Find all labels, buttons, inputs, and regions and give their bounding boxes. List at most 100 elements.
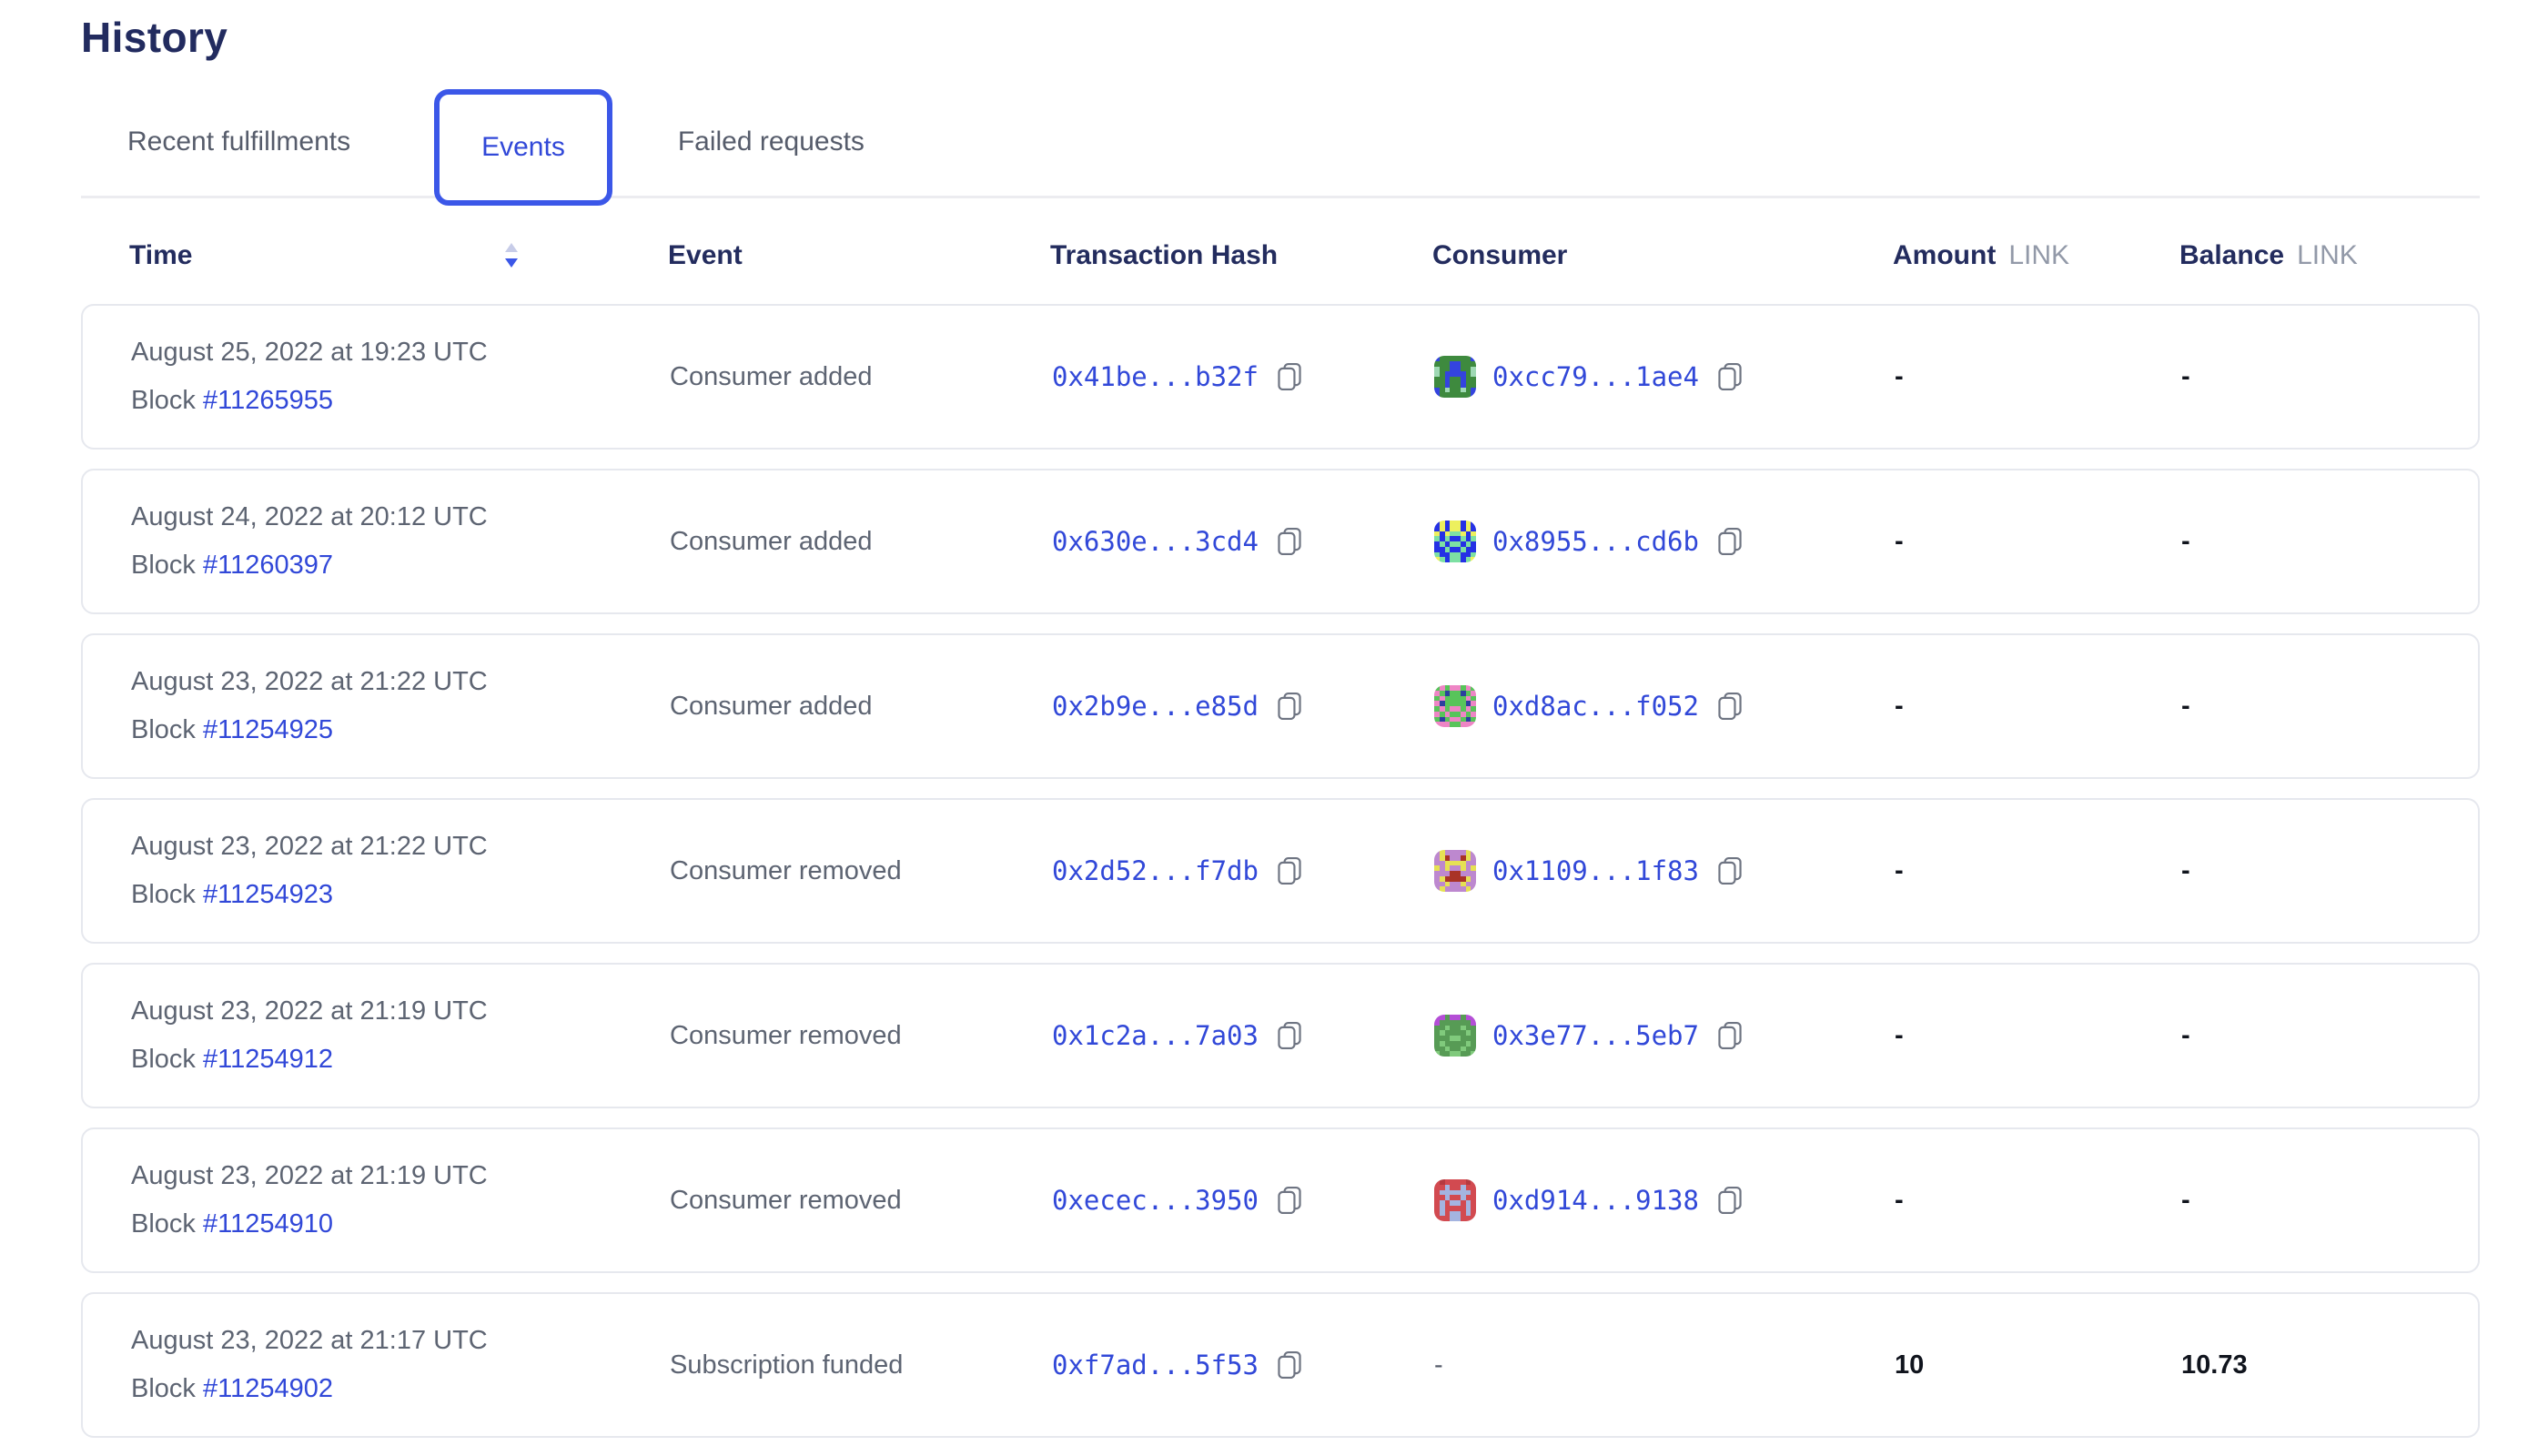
consumer-cell: 0x8955...cd6b [1434,521,1895,562]
consumer-cell: 0x3e77...5eb7 [1434,1015,1895,1057]
transaction-hash-link[interactable]: 0x630e...3cd4 [1052,526,1259,557]
tab-recent-fulfillments[interactable]: Recent fulfillments [127,126,351,157]
block-line: Block #11260397 [131,551,670,581]
table-row: August 23, 2022 at 21:17 UTC Block #1125… [81,1292,2480,1438]
event-type: Consumer added [670,526,873,556]
block-label: Block [131,1045,196,1074]
copy-consumer-address-button[interactable] [1715,691,1744,722]
copy-icon [1278,1186,1301,1215]
block-label: Block [131,880,196,909]
copy-consumer-address-button[interactable] [1715,526,1744,557]
copy-transaction-hash-button[interactable] [1275,1350,1304,1380]
event-timestamp: August 23, 2022 at 21:22 UTC [131,832,488,861]
block-number-link[interactable]: #11254912 [202,1045,333,1074]
copy-icon [1718,527,1742,556]
consumer-address-link[interactable]: 0xcc79...1ae4 [1492,361,1699,392]
block-line: Block #11254925 [131,715,670,745]
copy-icon [1718,362,1742,391]
balance-value: - [2181,855,2190,885]
event-type: Consumer added [670,691,873,721]
copy-icon [1278,1350,1301,1380]
col-time-header[interactable]: Time [129,240,668,271]
transaction-hash-cell: 0x41be...b32f [1052,361,1434,392]
consumer-address-link[interactable]: 0x3e77...5eb7 [1492,1020,1699,1051]
consumer-address-link[interactable]: 0xd914...9138 [1492,1185,1699,1216]
consumer-cell: 0xd914...9138 [1434,1179,1895,1221]
col-balance-header: Balance LINK [2179,240,2480,271]
transaction-hash-cell: 0xf7ad...5f53 [1052,1350,1434,1380]
consumer-address-link[interactable]: 0x8955...cd6b [1492,526,1699,557]
events-table: Time Event Transaction Hash Consumer Amo… [81,198,2480,1438]
page-title: History [81,14,228,61]
transaction-hash-link[interactable]: 0x1c2a...7a03 [1052,1020,1259,1051]
block-label: Block [131,386,196,415]
transaction-hash-cell: 0x630e...3cd4 [1052,526,1434,557]
consumer-identicon [1434,1179,1476,1221]
consumer-identicon [1434,356,1476,398]
block-number-link[interactable]: #11254925 [202,715,333,744]
event-type: Consumer removed [670,1185,902,1215]
block-number-link[interactable]: #11254923 [202,880,333,909]
amount-value: - [1895,1185,1904,1215]
time-cell: August 23, 2022 at 21:19 UTC Block #1125… [131,996,670,1075]
event-timestamp: August 23, 2022 at 21:22 UTC [131,667,488,696]
time-cell: August 23, 2022 at 21:19 UTC Block #1125… [131,1161,670,1239]
copy-consumer-address-button[interactable] [1715,855,1744,886]
amount-value: - [1895,1020,1904,1050]
amount-value: - [1895,855,1904,885]
copy-transaction-hash-button[interactable] [1275,361,1304,392]
col-consumer-header: Consumer [1432,240,1568,270]
amount-header-label: Amount [1893,240,1997,270]
sort-descending-icon[interactable] [501,240,522,271]
copy-transaction-hash-button[interactable] [1275,526,1304,557]
copy-icon [1718,692,1742,721]
event-type: Consumer removed [670,855,902,885]
consumer-identicon [1434,685,1476,727]
transaction-hash-link[interactable]: 0x41be...b32f [1052,361,1259,392]
time-cell: August 25, 2022 at 19:23 UTC Block #1126… [131,338,670,416]
copy-icon [1278,1021,1301,1050]
copy-consumer-address-button[interactable] [1715,1185,1744,1216]
transaction-hash-link[interactable]: 0xecec...3950 [1052,1185,1259,1216]
copy-icon [1718,856,1742,885]
transaction-hash-cell: 0x1c2a...7a03 [1052,1020,1434,1051]
amount-value: 10 [1895,1350,1925,1380]
consumer-identicon [1434,850,1476,892]
event-type: Consumer removed [670,1020,902,1050]
transaction-hash-link[interactable]: 0xf7ad...5f53 [1052,1350,1259,1380]
block-number-link[interactable]: #11260397 [202,551,333,580]
copy-transaction-hash-button[interactable] [1275,1185,1304,1216]
block-line: Block #11265955 [131,386,670,416]
event-timestamp: August 25, 2022 at 19:23 UTC [131,338,488,367]
block-number-link[interactable]: #11254902 [202,1374,333,1403]
transaction-hash-cell: 0x2d52...f7db [1052,855,1434,886]
tab-failed-requests[interactable]: Failed requests [677,126,865,157]
copy-transaction-hash-button[interactable] [1275,691,1304,722]
copy-icon [1278,527,1301,556]
event-type: Subscription funded [670,1350,904,1380]
block-number-link[interactable]: #11265955 [202,386,333,415]
col-event-header: Event [668,240,743,270]
transaction-hash-link[interactable]: 0x2b9e...e85d [1052,691,1259,722]
block-line: Block #11254923 [131,880,670,910]
copy-transaction-hash-button[interactable] [1275,1020,1304,1051]
copy-icon [1718,1021,1742,1050]
transaction-hash-link[interactable]: 0x2d52...f7db [1052,855,1259,886]
consumer-address-link[interactable]: 0xd8ac...f052 [1492,691,1699,722]
copy-consumer-address-button[interactable] [1715,361,1744,392]
amount-unit-label: LINK [2008,240,2070,270]
consumer-cell: 0x1109...1f83 [1434,850,1895,892]
tab-bar: Recent fulfillments Events Failed reques… [81,87,2480,206]
table-row: August 23, 2022 at 21:19 UTC Block #1125… [81,963,2480,1108]
event-timestamp: August 24, 2022 at 20:12 UTC [131,502,488,531]
copy-transaction-hash-button[interactable] [1275,855,1304,886]
block-number-link[interactable]: #11254910 [202,1209,333,1239]
table-row: August 23, 2022 at 21:22 UTC Block #1125… [81,798,2480,944]
no-consumer-dash: - [1434,1350,1443,1380]
copy-icon [1278,856,1301,885]
consumer-address-link[interactable]: 0x1109...1f83 [1492,855,1699,886]
copy-consumer-address-button[interactable] [1715,1020,1744,1051]
tab-events[interactable]: Events [434,88,612,206]
col-transaction-hash-header: Transaction Hash [1050,240,1279,270]
time-header-label: Time [129,240,193,270]
